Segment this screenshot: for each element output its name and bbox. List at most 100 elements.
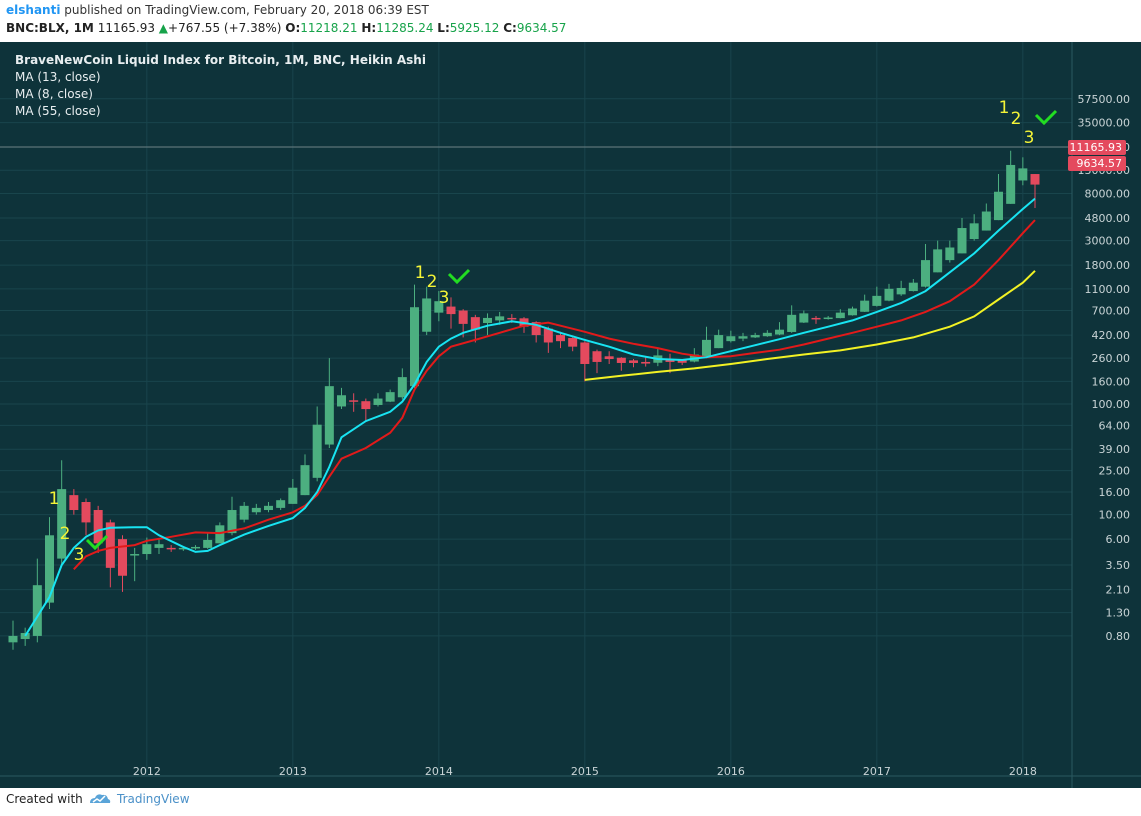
candle-body [848, 308, 857, 316]
candle-body [1018, 168, 1028, 181]
candle-body [580, 342, 590, 364]
candle [994, 174, 1003, 221]
candle-body [994, 191, 1003, 221]
candle-body [118, 539, 127, 576]
candle-body [957, 228, 967, 254]
legend-ma8: MA (8, close) [15, 87, 93, 101]
candle [957, 218, 967, 254]
candle-body [726, 336, 736, 342]
candle-body [251, 507, 261, 513]
tradingview-brand-link[interactable]: TradingView [117, 792, 190, 806]
candle [191, 545, 200, 550]
candle [921, 243, 930, 288]
candle-body [410, 307, 419, 387]
candle-body [154, 544, 164, 548]
price-tag-bg [1068, 140, 1126, 155]
candle-body [799, 313, 809, 323]
candle [726, 330, 736, 343]
candle-body [507, 317, 517, 320]
candle-body [227, 510, 237, 534]
y-tick-label: 1100.00 [1085, 283, 1131, 296]
candle-body [203, 539, 213, 548]
candle [288, 478, 298, 504]
y-tick-label: 700.00 [1092, 305, 1131, 318]
candle-body [142, 544, 152, 555]
candle [203, 533, 213, 549]
y-tick-label: 3.50 [1106, 559, 1131, 572]
candle [969, 214, 979, 241]
candle [762, 330, 772, 337]
wave-label: 2 [60, 524, 71, 544]
candle-body [823, 317, 833, 320]
candle [81, 498, 91, 536]
grid-lines [0, 42, 1141, 788]
candle-body [543, 328, 553, 343]
candle [57, 460, 67, 566]
candle [166, 545, 176, 552]
candle [20, 627, 30, 646]
candle-body [531, 322, 541, 336]
candle-body [750, 335, 760, 338]
candle [568, 337, 578, 352]
candle [385, 389, 395, 403]
candle [324, 358, 334, 449]
ohlc-line: BNC:BLX, 1M 11165.93 ▲+767.55 (+7.38%) O… [6, 21, 566, 35]
candle-body [239, 505, 249, 520]
candle-body [616, 357, 626, 363]
candle-body [215, 525, 225, 544]
candle-body [324, 386, 334, 445]
moving-averages [24, 197, 1036, 637]
candle-body [57, 489, 67, 559]
candle-body [312, 424, 322, 478]
x-tick-label: 2017 [863, 765, 891, 778]
candle [592, 349, 602, 374]
candle-body [373, 398, 383, 405]
candle [981, 203, 991, 231]
chart-title: BraveNewCoin Liquid Index for Bitcoin, 1… [15, 53, 426, 67]
candle-body [981, 211, 991, 231]
candle-body [337, 395, 346, 407]
candle [264, 501, 273, 513]
wave-label: 1 [999, 98, 1010, 118]
low-label: L: [437, 21, 450, 35]
x-tick-label: 2018 [1009, 765, 1037, 778]
y-tick-label: 10.00 [1099, 509, 1131, 522]
header-bar: elshanti published on TradingView.com, F… [0, 0, 1141, 42]
candle-body [835, 312, 845, 319]
footer: Created with TradingView [0, 788, 1141, 816]
candle [373, 393, 383, 407]
y-tick-label: 8000.00 [1085, 188, 1131, 201]
x-axis-labels: 2012 2013 2014 2015 2016 2017 2018 [133, 765, 1037, 778]
candle-body [811, 317, 821, 320]
candle [434, 291, 444, 322]
y-tick-label: 4800.00 [1085, 212, 1131, 225]
y-tick-label: 6.00 [1106, 533, 1131, 546]
candle [397, 368, 407, 400]
checkmark-icon [447, 268, 471, 285]
candle-body [556, 335, 565, 342]
candle-body [604, 356, 614, 360]
plot-area[interactable] [0, 42, 1072, 776]
candle-body [45, 535, 54, 603]
candle [775, 322, 784, 336]
candle-body [568, 338, 578, 347]
tradingview-logo-icon[interactable] [88, 791, 112, 807]
y-tick-label: 64.00 [1099, 419, 1131, 432]
candle [300, 454, 310, 496]
candle-body [361, 401, 371, 410]
y-tick-label: 1.30 [1106, 607, 1131, 620]
last-price: 11165.93 [97, 21, 155, 35]
y-tick-label: 57500.00 [1078, 93, 1131, 106]
candle-body [264, 505, 273, 511]
candle-body [470, 317, 480, 330]
candle-body [921, 260, 930, 287]
candle-body [276, 500, 286, 508]
candle-body [32, 585, 42, 636]
author-link[interactable]: elshanti [6, 3, 61, 17]
candle [556, 331, 565, 349]
candle [835, 309, 845, 319]
low-value: 5925.12 [449, 21, 500, 35]
ma13-line [24, 197, 1036, 637]
